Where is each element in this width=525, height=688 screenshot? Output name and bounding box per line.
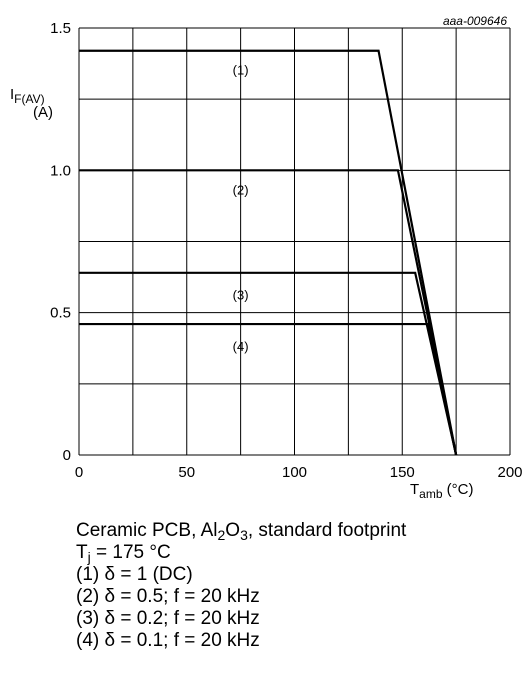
note-series-4: (4) δ = 0.1; f = 20 kHz [76, 630, 260, 651]
note-junction-temp: Tj = 175 °C [76, 542, 171, 565]
tick-labels: 0 50 100 150 200 0 0.5 1.0 1.5 [50, 20, 522, 481]
series-label-1: (1) [233, 63, 249, 78]
series-label-3: (3) [233, 288, 249, 303]
series-label-4: (4) [233, 339, 249, 354]
series-label-2: (2) [233, 182, 249, 197]
x-axis-label-sub: amb [419, 487, 443, 501]
y-axis-unit: (A) [33, 104, 53, 121]
x-axis-label: Tamb (°C) [410, 481, 474, 501]
x-tick-label-3: 150 [390, 464, 415, 481]
y-tick-label-3: 1.5 [50, 20, 71, 37]
series-line-3 [79, 271, 458, 456]
series-labels: (1) (2) (3) (4) [233, 63, 249, 354]
chart-notes: Ceramic PCB, Al2O3, standard footprint T… [76, 520, 406, 652]
chart-reference-label: aaa-009646 [443, 14, 507, 28]
x-tick-label-2: 100 [282, 464, 307, 481]
chart: aaa-009646 (1) (2) (3) (4) 0 50 100 150 200 0 0.5… [10, 14, 523, 501]
note-series-2: (2) δ = 0.5; f = 20 kHz [76, 586, 260, 607]
x-axis-label-main: T [410, 481, 419, 498]
x-axis-label-unit: (°C) [443, 481, 474, 498]
y-axis-label: IF(AV) [10, 86, 45, 106]
note-series-3: (3) δ = 0.2; f = 20 kHz [76, 608, 260, 629]
note-series-1: (1) δ = 1 (DC) [76, 564, 193, 585]
series-group [79, 49, 458, 456]
y-axis-label-sub: F(AV) [14, 92, 44, 106]
y-tick-label-2: 1.0 [50, 162, 71, 179]
y-tick-label-1: 0.5 [50, 305, 71, 322]
y-axis-label-main: I [10, 86, 14, 103]
x-tick-label-1: 50 [178, 464, 195, 481]
grid [78, 27, 511, 456]
x-tick-label-0: 0 [75, 464, 83, 481]
x-tick-label-4: 200 [497, 464, 522, 481]
series-line-4 [79, 322, 458, 456]
note-conditions: Ceramic PCB, Al2O3, standard footprint [76, 520, 407, 543]
series-line-1 [79, 49, 458, 456]
y-tick-label-0: 0 [63, 447, 71, 464]
